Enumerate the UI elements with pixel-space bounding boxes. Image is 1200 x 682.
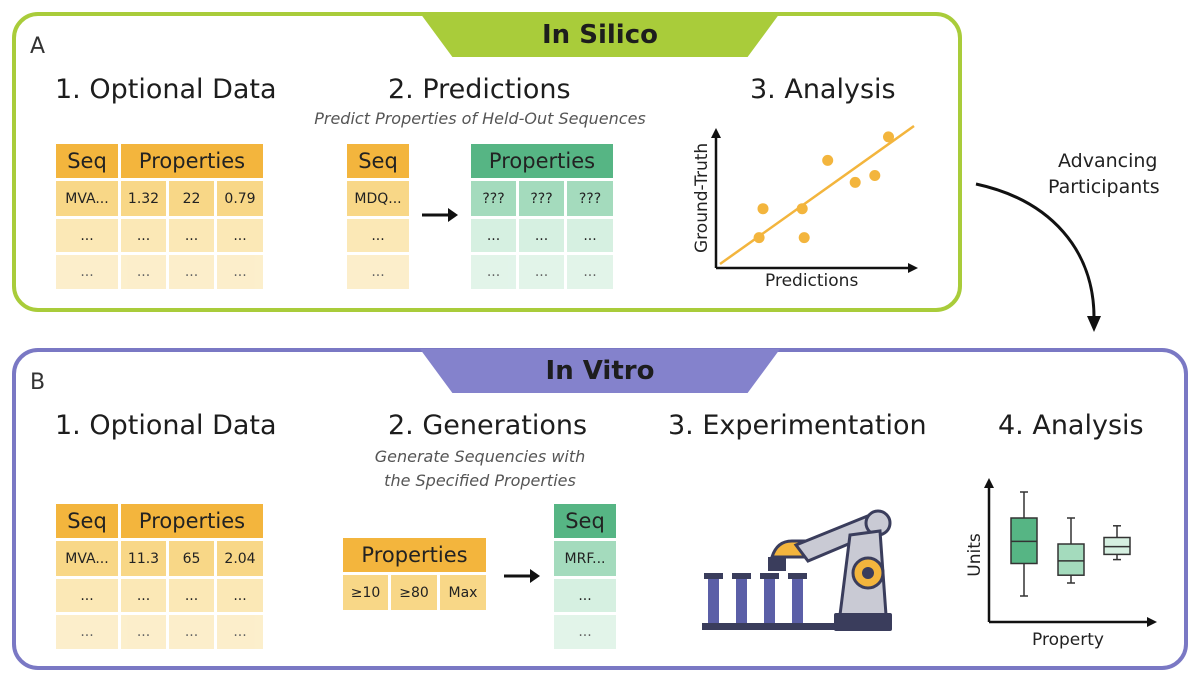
scatter-point	[849, 176, 861, 188]
a1-r3-p2: ...	[169, 255, 214, 289]
scatter-point	[869, 170, 881, 181]
b1-r2-p3: ...	[217, 579, 263, 612]
a2-prop-r1-c3: ???	[567, 181, 613, 216]
a-step2-title: 2. Predictions	[388, 74, 571, 105]
scatter-point	[757, 203, 769, 215]
b1-r1-seq: MVA...	[56, 541, 118, 576]
b1-r3-seq: ...	[56, 615, 118, 649]
a2-properties-header: Properties	[471, 144, 613, 178]
a-step3-title: 3. Analysis	[750, 74, 896, 105]
a2-prop-r1-c1: ???	[471, 181, 516, 216]
a2-prop-r2-c1: ...	[471, 219, 516, 252]
scatter-point	[753, 232, 765, 244]
robot-arm-icon	[702, 509, 892, 631]
a-step2-subtitle: Predict Properties of Held-Out Sequences	[314, 109, 646, 128]
a2-prop-r2-c2: ...	[519, 219, 564, 252]
box-plot-icon	[984, 478, 1157, 627]
b1-r1-p3: 2.04	[217, 541, 263, 576]
b1-r1-p1: 11.3	[121, 541, 166, 576]
b1-r2-p2: ...	[169, 579, 214, 612]
b2-seq-header: Seq	[554, 504, 616, 538]
b1-r3-p2: ...	[169, 615, 214, 649]
b-step3-title: 3. Experimentation	[668, 410, 927, 441]
b1-r2-seq: ...	[56, 579, 118, 612]
a1-r2-p2: ...	[169, 219, 214, 252]
connector-label-2: Participants	[1048, 176, 1160, 198]
a-step1-title: 1. Optional Data	[55, 74, 277, 105]
a2-prop-r3-c2: ...	[519, 255, 564, 289]
a2-prop-r3-c1: ...	[471, 255, 516, 289]
b4-xlabel: Property	[1032, 630, 1104, 650]
box-plot-box	[1057, 517, 1085, 584]
b2-prop-c3: Max	[440, 575, 486, 610]
b2-seq-r2: ...	[554, 579, 616, 612]
panel-b-letter: B	[30, 370, 46, 395]
b1-r2-p1: ...	[121, 579, 166, 612]
b-step2-subtitle-1: Generate Sequencies with	[374, 447, 586, 466]
in-vitro-banner: In Vitro	[420, 349, 780, 393]
b1-r1-p2: 65	[169, 541, 214, 576]
scatter-plot-icon	[711, 124, 918, 273]
b1-properties-header: Properties	[121, 504, 263, 538]
scatter-point	[883, 131, 894, 143]
a1-r2-seq: ...	[56, 219, 118, 252]
b-step2-subtitle-2: the Specified Properties	[384, 471, 576, 490]
a1-seq-header: Seq	[56, 144, 118, 178]
b1-seq-header: Seq	[56, 504, 118, 538]
a3-ylabel: Ground-Truth	[692, 142, 712, 253]
b2-prop-c1: ≥10	[343, 575, 388, 610]
a2-seq-r2: ...	[347, 219, 409, 252]
a3-xlabel: Predictions	[765, 271, 859, 291]
box-plot-box	[1010, 491, 1038, 597]
scatter-point	[798, 232, 810, 244]
connector-label-1: Advancing	[1058, 150, 1158, 172]
a1-r2-p3: ...	[217, 219, 263, 252]
b-step2-title: 2. Generations	[388, 410, 588, 441]
a1-r2-p1: ...	[121, 219, 166, 252]
a2-prop-r1-c2: ???	[519, 181, 564, 216]
curved-arrow-icon	[975, 182, 1101, 332]
in-silico-banner: In Silico	[420, 13, 780, 57]
scatter-point	[796, 203, 808, 215]
trend-line	[719, 124, 915, 266]
b2-seq-r1: MRF...	[554, 541, 616, 576]
a2-seq-r3: ...	[347, 255, 409, 289]
a1-properties-header: Properties	[121, 144, 263, 178]
b-step1-title: 1. Optional Data	[55, 410, 277, 441]
b4-ylabel: Units	[965, 533, 985, 577]
a2-right-arrow-icon	[422, 208, 458, 222]
a1-r3-p1: ...	[121, 255, 166, 289]
scatter-point	[822, 154, 834, 166]
a1-r3-seq: ...	[56, 255, 118, 289]
a2-seq-r1: MDQ...	[347, 181, 409, 216]
b-step4-title: 4. Analysis	[998, 410, 1144, 441]
b2-right-arrow-icon	[504, 569, 540, 583]
a1-r1-p2: 22	[169, 181, 214, 216]
a2-prop-r3-c3: ...	[567, 255, 613, 289]
a2-prop-r2-c3: ...	[567, 219, 613, 252]
a1-r3-p3: ...	[217, 255, 263, 289]
b2-properties-header: Properties	[343, 538, 486, 572]
box-plot-box	[1103, 525, 1131, 561]
a2-seq-header: Seq	[347, 144, 409, 178]
b2-seq-r3: ...	[554, 615, 616, 649]
b2-prop-c2: ≥80	[391, 575, 437, 610]
panel-a-letter: A	[30, 34, 46, 59]
a1-r1-seq: MVA...	[56, 181, 118, 216]
b1-r3-p1: ...	[121, 615, 166, 649]
b1-r3-p3: ...	[217, 615, 263, 649]
a1-r1-p3: 0.79	[217, 181, 263, 216]
a1-r1-p1: 1.32	[121, 181, 166, 216]
